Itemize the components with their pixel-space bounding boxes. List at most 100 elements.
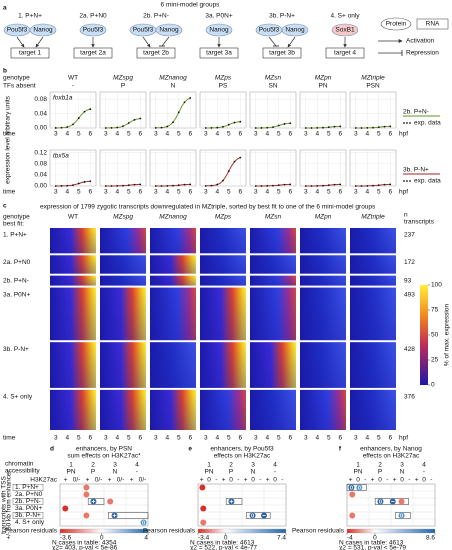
x-tick-label: 5 [77,189,81,196]
highlight-box [225,498,243,505]
exp-point [389,183,392,186]
x-tick-label: 6 [288,189,292,196]
column-accessibility: PN [66,469,75,476]
protein-name: Pou5f3 [83,27,104,34]
plot-frame [99,149,147,187]
x-tick-label: 6 [288,131,292,138]
exp-point [166,125,169,128]
residual-dot [107,498,114,505]
heatmap-shade [200,287,246,341]
heatmap-shade [250,228,296,254]
icon [400,513,404,518]
row-label: genotype [3,214,30,221]
exp-point [110,126,113,129]
y-tick-label: 0.12 [34,149,47,156]
panel-title: 6 mini-model groups [161,2,221,9]
x-tick-label: 3 [254,189,258,196]
exp-point [83,181,86,183]
exp-point [54,127,57,129]
axis-label: time [3,189,16,196]
y-tick-label: 0.00 [34,125,47,132]
column-sign: - [430,477,432,484]
exp-point [322,184,324,187]
exp-point [377,184,380,187]
colorbar-tick-label: -3.6 [60,535,72,542]
colorbar-label: Pearson residuals [292,528,345,535]
group-name: 2b. P+N- [143,13,169,20]
exp-point [383,183,386,186]
heatmap-shade [300,389,346,430]
exp-point [127,184,130,187]
tfs-absent: N [171,83,176,90]
x-tick-label: 5 [77,435,81,442]
x-tick-label: 3 [154,435,158,442]
activation-edge [287,36,296,48]
exp-point [339,125,342,128]
x-tick-label: 4 [165,189,169,196]
heatmap-shade [150,342,196,388]
exp-point [277,184,280,187]
exp-point [239,156,242,159]
colorbar [197,528,287,534]
x-tick-label: 5 [127,189,131,196]
heatmap-shade [150,287,196,341]
legend-text: Activation [406,38,435,45]
y-tick-label: 0.04 [34,172,47,179]
target [325,47,365,59]
column-accessibility: P [229,469,233,476]
exp-point [283,183,286,186]
protein-name: Nanog [209,27,229,34]
gene-name: foxb1a [53,95,73,102]
exp-point [310,185,313,187]
axis-label: time [3,435,16,442]
plot-frame [199,91,247,129]
residual-dot [398,498,405,505]
genotype: MZnanog [159,214,187,221]
target [136,47,176,59]
column-sign: - [237,477,239,484]
row-label: TFs absent [3,83,36,90]
x-tick-label: 4 [315,435,319,442]
colorbar [346,528,436,534]
genotype: MZpn [315,214,332,221]
x-tick-label: 3 [304,435,308,442]
legend-protein [380,17,412,31]
axis-label: +/- 50 kb from enhancer [6,470,13,540]
axis-unit: hpf [399,189,408,196]
exp-point [160,185,163,187]
exp-point [139,117,142,120]
protein-name: Nanog [33,27,53,34]
exp-point [289,122,292,125]
colorbar-tick-label: 0 [100,535,104,542]
residual-dot [377,498,384,505]
column-sign: + [349,477,353,484]
repression-edge [268,36,277,47]
column-accessibility: N [400,469,405,476]
x-tick-label: 6 [88,435,92,442]
residual-dot [348,484,355,491]
heatmap-shade [300,228,346,254]
column-number: 4 [273,462,277,469]
stat-text: χ2 = 531, p-val < 5e-79 [339,545,406,550]
exp-point [110,185,113,187]
protein-name: Pou5f3 [7,27,28,34]
panel-label: e [188,446,192,453]
exp-point [316,185,319,187]
heatmap-shade [50,275,96,286]
exp-point [127,122,130,124]
exp-point [383,125,386,128]
highlight-box [246,512,271,519]
column-accessibility: - [274,469,276,476]
x-tick-label: 6 [188,435,192,442]
x-tick-label: 3 [354,131,358,138]
column-sign: 0 [251,477,255,484]
exp-point [66,184,69,187]
exp-point [260,185,263,187]
x-tick-label: 4 [165,435,169,442]
column-accessibility: N [113,469,118,476]
column-accessibility: PN [204,469,213,476]
exp-point [77,182,80,185]
column-number: 2 [91,462,95,469]
row-label: 4. S+ only [15,519,45,526]
row-label: 2a. P+N0 [3,259,31,266]
